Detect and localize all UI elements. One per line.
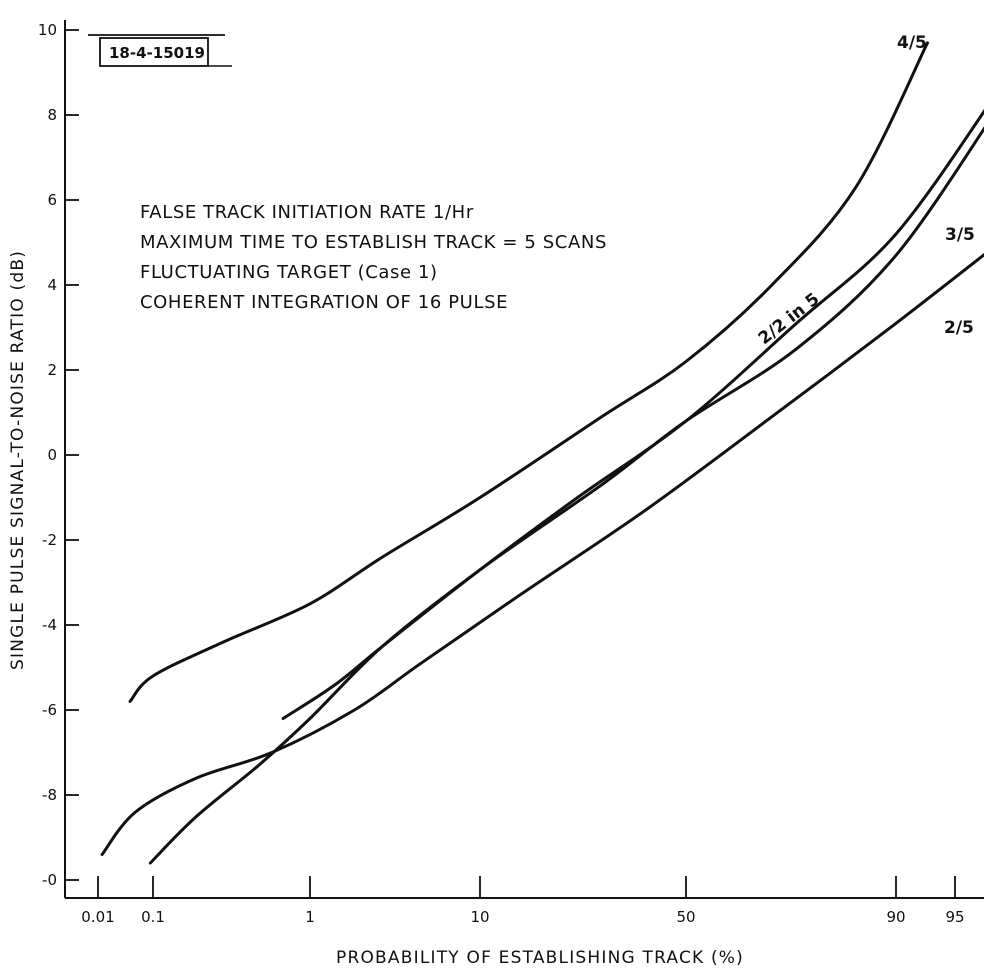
- y-tick-label: 2: [47, 361, 57, 379]
- series-line-4-5: [128, 41, 929, 703]
- y-tick-label: -2: [42, 531, 57, 549]
- annotation-line-1: FALSE TRACK INITIATION RATE 1/Hr: [140, 202, 474, 223]
- y-tick-label: -0: [42, 871, 57, 889]
- x-axis-ticks: 0.01 0.1 1 10 50 90 95: [81, 876, 965, 926]
- annotation-line-4: COHERENT INTEGRATION OF 16 PULSE: [140, 292, 508, 313]
- curve-label-3-5: 3/5: [945, 225, 975, 245]
- y-tick-label: 6: [47, 191, 57, 209]
- figure-number-box: 18-4-15019: [88, 34, 232, 67]
- figure-number: 18-4-15019: [109, 44, 205, 62]
- y-tick-label: 10: [38, 21, 57, 39]
- series-group: [100, 41, 984, 865]
- annotation-block: FALSE TRACK INITIATION RATE 1/Hr MAXIMUM…: [140, 202, 607, 313]
- y-tick-label: -4: [42, 616, 57, 634]
- x-tick-label: 0.1: [141, 908, 165, 926]
- curve-label-2-5: 2/5: [944, 318, 974, 338]
- x-tick-label: 10: [470, 908, 489, 926]
- x-tick-label: 95: [945, 908, 964, 926]
- series-line-2-5: [100, 252, 984, 856]
- series-line-2-2-in-5: [148, 126, 984, 865]
- curve-label-4-5: 4/5: [897, 33, 927, 53]
- annotation-line-2: MAXIMUM TIME TO ESTABLISH TRACK = 5 SCAN…: [140, 232, 607, 253]
- x-tick-label: 0.01: [81, 908, 114, 926]
- plot-frame: [64, 20, 984, 899]
- y-tick-label: 0: [47, 446, 57, 464]
- y-tick-label: 4: [47, 276, 57, 294]
- y-axis-ticks: -0 -8 -6 -4 -2 0 2 4 6 8 10: [38, 21, 79, 889]
- x-tick-label: 90: [886, 908, 905, 926]
- x-tick-label: 50: [676, 908, 695, 926]
- series-line-3-5: [281, 108, 984, 720]
- x-tick-label: 1: [305, 908, 315, 926]
- y-tick-label: -6: [42, 701, 57, 719]
- y-tick-label: -8: [42, 786, 57, 804]
- curve-label-2-2-in-5: 2/2 in 5: [755, 289, 824, 349]
- y-axis-title: SINGLE PULSE SIGNAL-TO-NOISE RATIO (dB): [8, 250, 28, 670]
- annotation-line-3: FLUCTUATING TARGET (Case 1): [140, 262, 438, 283]
- y-tick-label: 8: [47, 106, 57, 124]
- x-axis-title: PROBABILITY OF ESTABLISHING TRACK (%): [336, 948, 744, 968]
